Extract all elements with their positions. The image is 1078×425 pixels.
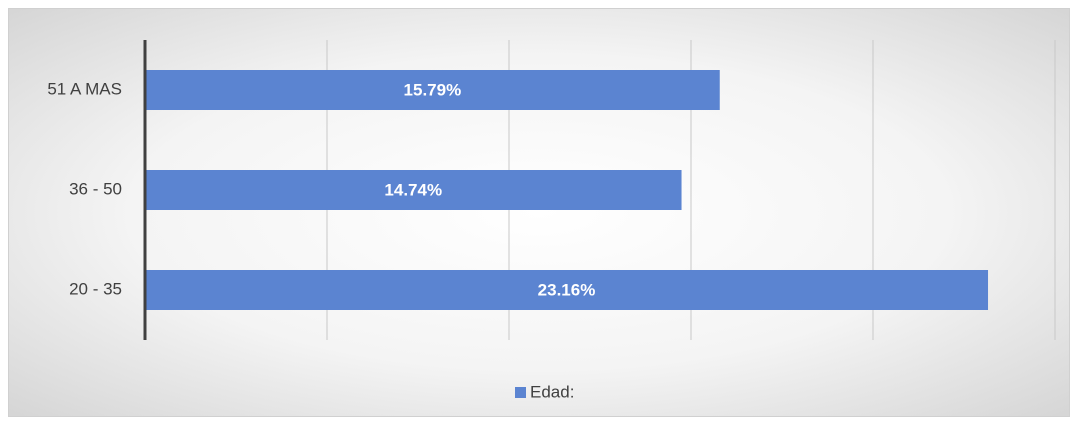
- data-label: 23.16%: [538, 280, 596, 299]
- chart-background: [8, 8, 1070, 417]
- y-tick-label: 51 A MAS: [47, 79, 122, 98]
- bar: [145, 170, 682, 210]
- y-tick-label: 36 - 50: [69, 179, 122, 198]
- data-label: 14.74%: [384, 180, 442, 199]
- bar: [145, 270, 989, 310]
- y-tick-label: 20 - 35: [69, 279, 122, 298]
- legend-label: Edad:: [530, 382, 574, 401]
- legend-swatch: [515, 387, 526, 398]
- bar: [145, 70, 720, 110]
- data-label: 15.79%: [404, 80, 462, 99]
